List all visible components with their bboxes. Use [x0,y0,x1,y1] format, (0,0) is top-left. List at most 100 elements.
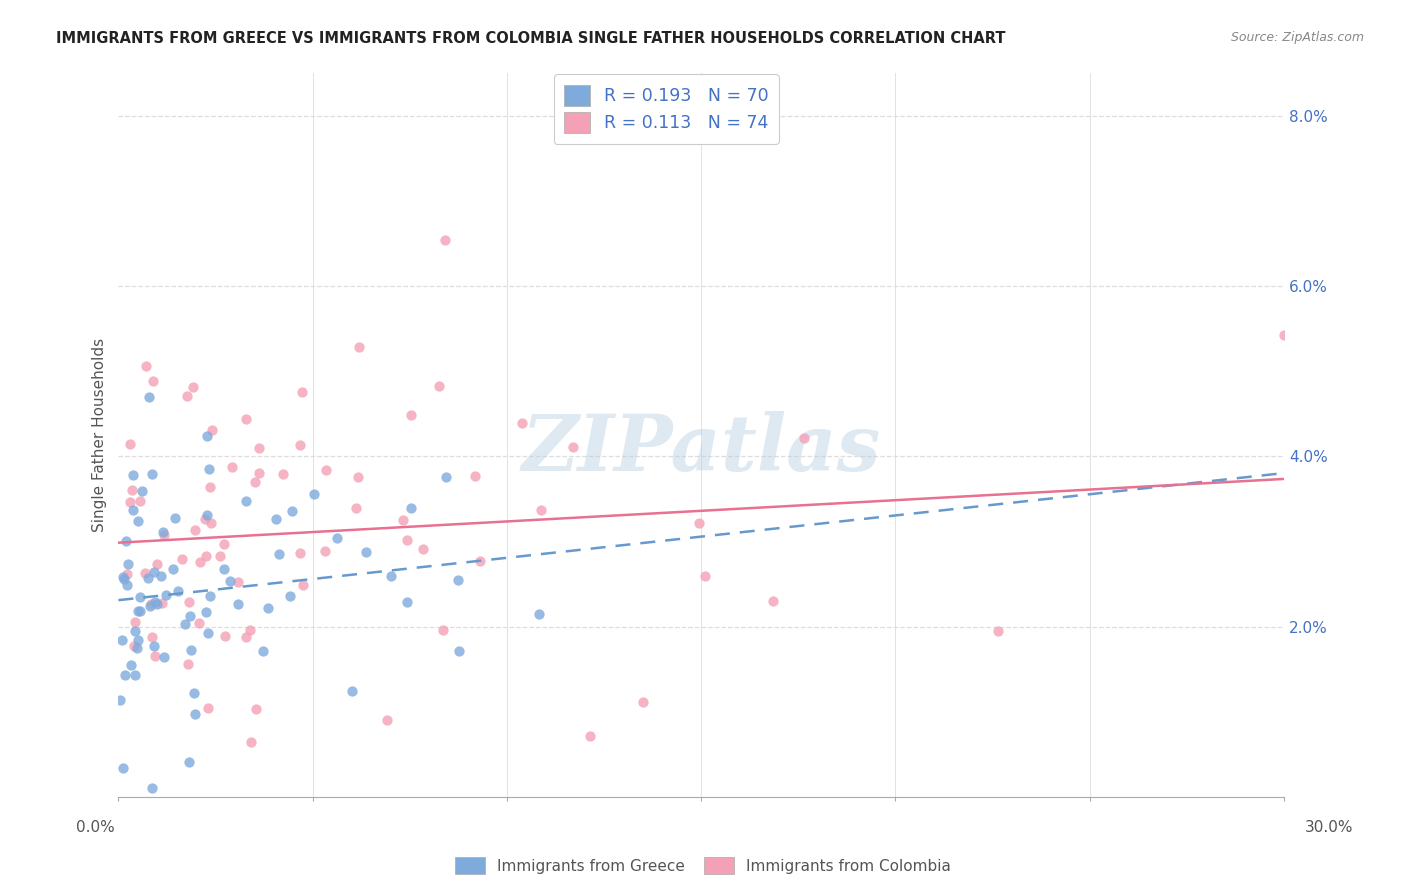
Point [173,617,195,632]
Point [395,533,418,547]
Point [127,632,149,647]
Point [122,467,145,482]
Point [115,533,138,548]
Point [214,629,236,643]
Point [177,756,200,770]
Point [176,389,198,403]
Point [314,544,336,558]
Point [197,700,219,714]
Text: IMMIGRANTS FROM GREECE VS IMMIGRANTS FROM COLOMBIA SINGLE FATHER HOUSEHOLDS CORR: IMMIGRANTS FROM GREECE VS IMMIGRANTS FRO… [56,31,1005,46]
Point [136,572,159,586]
Point [184,706,207,721]
Point [688,516,710,530]
Point [142,565,165,579]
Point [152,524,174,539]
Point [561,440,583,454]
Y-axis label: Single Father Households: Single Father Households [93,338,107,532]
Point [163,510,186,524]
Point [172,551,194,566]
Point [150,596,173,610]
Point [347,470,370,484]
Point [139,597,162,611]
Point [194,549,217,564]
Point [188,555,211,569]
Point [247,467,270,481]
Point [349,340,371,354]
Point [530,503,553,517]
Point [183,686,205,700]
Point [194,512,217,526]
Point [131,483,153,498]
Point [340,684,363,698]
Point [122,639,145,653]
Point [1272,327,1295,342]
Point [247,441,270,455]
Point [432,623,454,637]
Point [468,554,491,568]
Point [529,607,551,621]
Point [162,562,184,576]
Point [188,615,211,630]
Point [142,374,165,388]
Point [129,590,152,604]
Point [138,390,160,404]
Point [200,516,222,530]
Point [434,470,457,484]
Point [412,542,434,557]
Point [135,359,157,373]
Point [111,633,134,648]
Text: 30.0%: 30.0% [1305,821,1353,835]
Point [128,494,150,508]
Point [120,495,142,509]
Point [243,475,266,489]
Point [127,604,149,618]
Point [987,624,1010,638]
Point [278,589,301,603]
Point [125,641,148,656]
Point [166,583,188,598]
Point [117,557,139,571]
Text: Source: ZipAtlas.com: Source: ZipAtlas.com [1230,31,1364,45]
Point [396,595,419,609]
Point [578,729,600,743]
Point [264,512,287,526]
Point [180,643,202,657]
Legend: R = 0.193   N = 70, R = 0.113   N = 74: R = 0.193 N = 70, R = 0.113 N = 74 [554,74,779,144]
Text: 0.0%: 0.0% [76,821,115,835]
Point [221,460,243,475]
Point [235,411,257,425]
Point [200,480,222,494]
Point [288,546,311,560]
Point [267,547,290,561]
Point [302,487,325,501]
Point [256,601,278,615]
Point [235,493,257,508]
Point [464,469,486,483]
Point [128,604,150,618]
Point [152,528,174,542]
Point [120,657,142,672]
Point [155,588,177,602]
Point [141,781,163,796]
Point [143,594,166,608]
Point [141,630,163,644]
Point [252,644,274,658]
Point [235,630,257,644]
Point [134,566,156,581]
Point [153,650,176,665]
Point [290,438,312,452]
Point [212,537,235,551]
Point [111,761,134,775]
Point [143,649,166,664]
Point [762,594,785,608]
Point [375,713,398,727]
Point [124,668,146,682]
Point [447,573,470,587]
Point [146,557,169,571]
Point [124,615,146,629]
Point [120,437,142,451]
Point [112,570,135,584]
Point [139,599,162,613]
Point [240,735,263,749]
Text: ZIPatlas: ZIPatlas [522,411,882,488]
